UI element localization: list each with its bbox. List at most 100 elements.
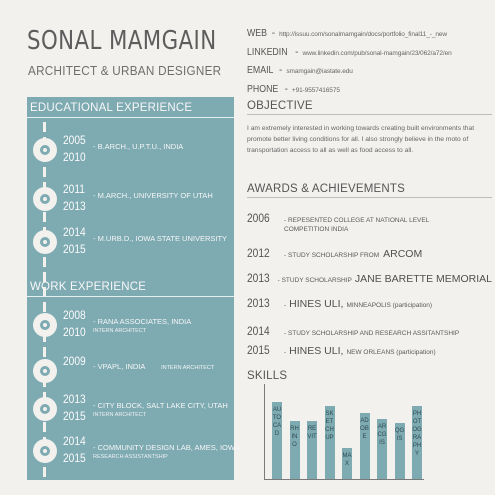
timeline-node-icon <box>33 313 57 337</box>
awards-title: AWARDS & ACHIEVEMENTS <box>247 183 492 198</box>
work-role: INTERN ARCHITECT <box>93 328 147 334</box>
timeline-node-icon <box>33 359 57 383</box>
work-employer: - RANA ASSOCIATES, INDIA <box>93 317 192 326</box>
linkedin-link[interactable]: www.linkedin.com/pub/sonal-mamgain/23/06… <box>302 49 452 57</box>
skill-bar-autocad: AUTOCAD <box>272 402 282 479</box>
award-highlight: HINES ULI, <box>289 298 344 310</box>
timeline-line <box>43 122 46 480</box>
skill-bar-label: AUTOCAD <box>272 407 282 437</box>
year-range: 2011 2013 <box>63 181 86 215</box>
work-role: RESEARCH ASSISTANTSHIP <box>93 454 168 460</box>
year-range: 2014 2015 <box>63 433 86 467</box>
contact-separator: - <box>284 83 288 95</box>
contact-label: WEB <box>247 28 268 39</box>
work-text: - CITY BLOCK, SALT LAKE CITY, UTAH INTER… <box>93 402 228 419</box>
contact-label: LINKEDIN <box>247 46 288 58</box>
skill-bar-qgis: QGIS <box>394 423 405 479</box>
year-end: 2015 <box>63 451 86 465</box>
experience-panel: EDUCATIONAL EXPERIENCE 2005 2010 - B.ARC… <box>27 97 240 480</box>
contact-label: PHONE <box>247 83 279 95</box>
objective-title: OBJECTIVE <box>247 100 492 115</box>
award-text: - <box>284 349 287 356</box>
skill-bar-label: REVIT <box>307 426 317 440</box>
award-text: - <box>284 302 287 309</box>
phone-number: +91-9557416575 <box>291 86 340 94</box>
year-start: 2008 <box>63 308 86 322</box>
education-text: - B.ARCH., U.P.T.U., INDIA <box>93 142 184 151</box>
education-item: 2014 2015 - M.URB.D., IOWA STATE UNIVERS… <box>27 222 234 262</box>
award-text: - REPESENTED COLLEGE AT NATIONAL LEVEL C… <box>284 217 430 233</box>
timeline-node-icon <box>33 397 57 421</box>
award-highlight: HINES ULI, <box>289 345 344 357</box>
award-highlight: JANE BARETTE MEMORIAL <box>354 273 492 285</box>
contact-web: WEB - http://issuu.com/sonalmamgain/docs… <box>247 28 492 47</box>
web-link[interactable]: http://issuu.com/sonalmamgain/docs/portf… <box>279 31 447 38</box>
award-year: 2006 <box>247 211 270 225</box>
work-item: 2014 2015 - COMMUNITY DESIGN LAB, AMES, … <box>27 431 240 471</box>
award-year: 2014 <box>247 324 270 338</box>
year-end: 2015 <box>63 242 86 256</box>
award-item: 2006 - REPESENTED COLLEGE AT NATIONAL LE… <box>247 211 492 234</box>
work-text: - VPAPL, INDIA INTERN ARCHITECT <box>93 363 214 372</box>
education-title: EDUCATIONAL EXPERIENCE <box>27 102 234 118</box>
objective-text: I am extremely interested in working tow… <box>247 125 475 154</box>
award-highlight: ARCOM <box>383 248 423 260</box>
award-item: 2014 - STUDY SCHOLARSHIP AND RESEARCH AS… <box>247 324 492 338</box>
award-item: 2012 - STUDY SCHOLARSHIP FROM ARCOM <box>247 246 492 260</box>
work-employer: - VPAPL, INDIA <box>93 362 145 371</box>
contact-block: WEB - http://issuu.com/sonalmamgain/docs… <box>247 28 492 102</box>
skills-title: SKILLS <box>247 370 288 382</box>
award-item: 2013 - STUDY SCHOLARSHIP JANE BARETTE ME… <box>247 271 492 285</box>
year-start: 2014 <box>63 434 86 448</box>
timeline-node-icon <box>33 187 57 211</box>
year-range: 2009 <box>63 353 86 370</box>
skill-bar-label: QGIS <box>394 428 405 442</box>
year-range: 2014 2015 <box>63 224 86 258</box>
year-start: 2014 <box>63 225 86 239</box>
chart-y-axis <box>264 384 265 480</box>
year-end: 2010 <box>63 325 86 339</box>
year-range: 2005 2010 <box>63 132 86 166</box>
chart-x-axis <box>264 479 424 480</box>
skill-bar-revit: REVIT <box>307 421 317 479</box>
contact-separator: - <box>295 46 299 58</box>
award-year: 2012 <box>247 246 270 260</box>
contact-separator: - <box>271 28 276 39</box>
contact-label: EMAIL <box>247 65 274 76</box>
work-employer: - COMMUNITY DESIGN LAB, AMES, IOWA <box>93 443 240 452</box>
skill-bar-label: MAX <box>342 453 352 467</box>
award-text: - STUDY SCHOLARSHIP FROM <box>284 252 380 259</box>
education-text: - M.URB.D., IOWA STATE UNIVERSITY <box>93 234 228 243</box>
skill-bar-photography: PHOTOGRAPHY <box>412 406 422 479</box>
award-note: NEW ORLEANS (participation) <box>346 349 436 356</box>
education-item: 2011 2013 - M.ARCH., UNIVERSITY OF UTAH <box>27 179 234 219</box>
year-start: 2011 <box>63 182 85 196</box>
year-range: 2008 2010 <box>63 307 86 341</box>
award-year: 2013 <box>247 271 270 285</box>
work-role: INTERN ARCHITECT <box>161 365 215 371</box>
work-title: WORK EXPERIENCE <box>27 281 234 297</box>
work-employer: - CITY BLOCK, SALT LAKE CITY, UTAH <box>93 401 228 410</box>
skills-chart: AUTOCAD RHINO REVIT SKETCH UP MAX ADOBE ARCGIS… <box>247 384 427 480</box>
skill-bar-label: SKETCH UP <box>325 411 334 441</box>
skill-bar-label: PHOTOGRAPHY <box>412 411 422 457</box>
email-link[interactable]: smamgain@iastate.edu <box>286 68 353 75</box>
year-start: 2009 <box>63 354 86 368</box>
work-item: 2008 2010 - RANA ASSOCIATES, INDIA INTER… <box>27 305 234 345</box>
year-start: 2013 <box>63 392 86 406</box>
award-year: 2015 <box>247 343 270 357</box>
award-text: - STUDY SCHOLARSHIP <box>277 277 352 284</box>
skill-bar-arcgis: ARCGIS <box>377 419 387 479</box>
work-text: - RANA ASSOCIATES, INDIA INTERN ARCHITEC… <box>93 318 191 335</box>
contact-phone: PHONE - +91-9557416575 <box>247 84 492 103</box>
page-title: SONAL MAMGAIN <box>27 26 217 56</box>
timeline-node-icon <box>33 439 57 463</box>
work-item: 2013 2015 - CITY BLOCK, SALT LAKE CITY, … <box>27 389 234 429</box>
year-end: 2015 <box>63 409 86 423</box>
contact-separator: - <box>279 65 283 76</box>
work-item: 2009 - VPAPL, INDIA INTERN ARCHITECT <box>27 351 234 391</box>
award-note: MINNEAPOLIS (participation) <box>346 302 433 309</box>
award-item: 2015 - HINES ULI, NEW ORLEANS (participa… <box>247 343 492 357</box>
skill-bar-sketchup: SKETCH UP <box>324 406 335 479</box>
